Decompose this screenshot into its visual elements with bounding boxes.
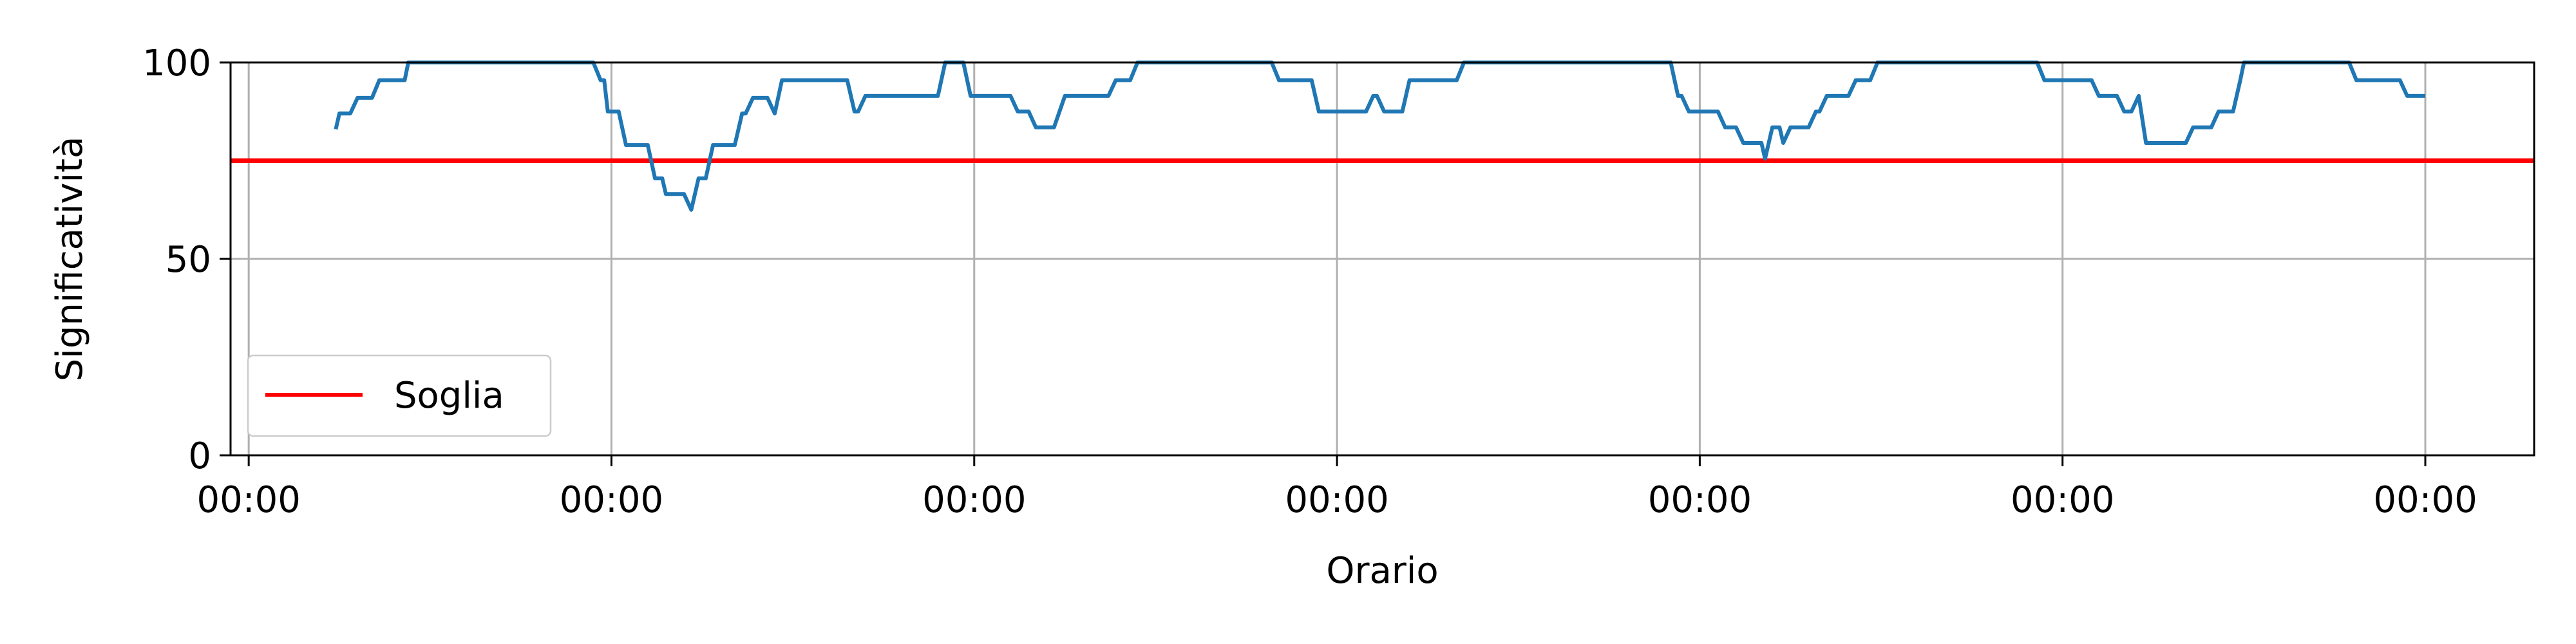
grid bbox=[231, 61, 2534, 457]
y-axis-label: Significatività bbox=[49, 137, 91, 382]
x-tick-label: 00:00 bbox=[922, 479, 1026, 521]
x-ticks: 00:00 00:00 00:00 00:00 00:00 00:00 00:00 bbox=[196, 455, 2477, 521]
legend-box bbox=[247, 354, 552, 437]
y-ticks: 0 50 100 bbox=[142, 43, 231, 477]
x-tick-label: 00:00 bbox=[1648, 479, 1752, 521]
y-tick-label: 100 bbox=[142, 43, 211, 84]
x-tick-label: 00:00 bbox=[196, 479, 300, 521]
legend: Soglia bbox=[247, 354, 552, 437]
x-axis-label: Orario bbox=[1326, 550, 1438, 592]
x-tick-label: 00:00 bbox=[1285, 479, 1388, 521]
x-tick-label: 00:00 bbox=[2011, 479, 2114, 521]
x-tick-label: 00:00 bbox=[560, 479, 663, 521]
y-tick-label: 50 bbox=[166, 239, 211, 281]
legend-label-soglia: Soglia bbox=[394, 375, 504, 417]
x-tick-label: 00:00 bbox=[2373, 479, 2477, 521]
series-line bbox=[334, 61, 2425, 212]
series-layer bbox=[334, 61, 2425, 212]
y-tick-label: 0 bbox=[188, 435, 211, 477]
